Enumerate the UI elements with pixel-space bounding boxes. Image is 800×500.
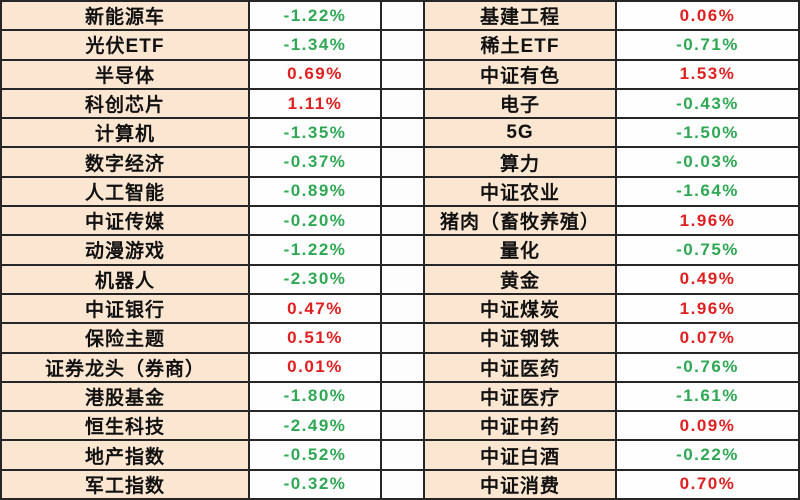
sector-name-cell-right: 基建工程 <box>425 2 615 30</box>
change-value-cell-right: 1.96% <box>617 294 798 323</box>
sector-name-cell-right: 黄金 <box>425 265 615 293</box>
change-value-cell-right: 0.07% <box>617 324 798 352</box>
change-value-cell-right: -1.50% <box>617 119 798 147</box>
sector-name-cell-left: 恒生科技 <box>2 412 248 440</box>
sector-name-cell-right: 中证钢铁 <box>425 324 615 352</box>
sector-name-cell-left: 港股基金 <box>2 382 248 411</box>
change-value-cell-right: 1.53% <box>617 60 798 88</box>
sector-name-cell-left: 数字经济 <box>2 148 248 176</box>
change-value-cell-left: -0.20% <box>250 207 380 235</box>
sector-name-cell-left: 半导体 <box>2 60 248 88</box>
sector-name-cell-left: 动漫游戏 <box>2 236 248 264</box>
table-spacer-cell <box>382 324 423 352</box>
change-value-cell-left: -1.22% <box>250 236 380 264</box>
change-value-cell-left: -1.34% <box>250 31 380 59</box>
sector-name-cell-left: 证券龙头（券商） <box>2 353 248 381</box>
change-value-cell-left: -2.30% <box>250 265 380 293</box>
sector-name-cell-right: 5G <box>425 119 615 147</box>
change-value-cell-left: 0.51% <box>250 324 380 352</box>
table-spacer-cell <box>382 441 423 469</box>
sector-name-cell-right: 中证有色 <box>425 60 615 88</box>
sector-name-cell-right: 量化 <box>425 236 615 264</box>
sector-name-cell-left: 计算机 <box>2 119 248 147</box>
sector-name-cell-left: 地产指数 <box>2 441 248 469</box>
change-value-cell-right: -0.22% <box>617 441 798 469</box>
change-value-cell-left: -2.49% <box>250 412 380 440</box>
table-spacer-cell <box>382 177 423 206</box>
change-value-cell-left: -0.89% <box>250 177 380 206</box>
sector-name-cell-left: 保险主题 <box>2 324 248 352</box>
sector-name-cell-left: 科创芯片 <box>2 89 248 118</box>
change-value-cell-left: 0.47% <box>250 294 380 323</box>
change-value-cell-right: -1.61% <box>617 382 798 411</box>
table-spacer-cell <box>382 148 423 176</box>
change-value-cell-right: 0.49% <box>617 265 798 293</box>
table-spacer-cell <box>382 236 423 264</box>
change-value-cell-right: -1.64% <box>617 177 798 206</box>
change-value-cell-right: 1.96% <box>617 207 798 235</box>
change-value-cell-right: -0.76% <box>617 353 798 381</box>
sector-name-cell-left: 人工智能 <box>2 177 248 206</box>
change-value-cell-right: -0.03% <box>617 148 798 176</box>
table-spacer-cell <box>382 2 423 30</box>
change-value-cell-left: 0.01% <box>250 353 380 381</box>
change-value-cell-left: -0.52% <box>250 441 380 469</box>
sector-name-cell-right: 算力 <box>425 148 615 176</box>
change-value-cell-right: 0.06% <box>617 2 798 30</box>
change-value-cell-left: -1.22% <box>250 2 380 30</box>
sector-name-cell-right: 电子 <box>425 89 615 118</box>
change-value-cell-left: -1.35% <box>250 119 380 147</box>
change-value-cell-left: 0.69% <box>250 60 380 88</box>
sector-name-cell-right: 中证中药 <box>425 412 615 440</box>
sector-name-cell-right: 中证煤炭 <box>425 294 615 323</box>
table-spacer-cell <box>382 89 423 118</box>
change-value-cell-right: 0.09% <box>617 412 798 440</box>
table-spacer-cell <box>382 119 423 147</box>
table-spacer-cell <box>382 470 423 498</box>
sector-name-cell-left: 中证传媒 <box>2 207 248 235</box>
change-value-cell-right: -0.75% <box>617 236 798 264</box>
sector-name-cell-left: 中证银行 <box>2 294 248 323</box>
change-value-cell-right: 0.70% <box>617 470 798 498</box>
sector-name-cell-left: 新能源车 <box>2 2 248 30</box>
sector-name-cell-right: 中证白酒 <box>425 441 615 469</box>
table-spacer-cell <box>382 382 423 411</box>
sector-name-cell-left: 机器人 <box>2 265 248 293</box>
sector-name-cell-left: 光伏ETF <box>2 31 248 59</box>
table-spacer-cell <box>382 60 423 88</box>
table-spacer-cell <box>382 31 423 59</box>
change-value-cell-right: -0.43% <box>617 89 798 118</box>
table-spacer-cell <box>382 265 423 293</box>
sector-name-cell-right: 稀土ETF <box>425 31 615 59</box>
sector-name-cell-right: 猪肉（畜牧养殖） <box>425 207 615 235</box>
sector-name-cell-left: 军工指数 <box>2 470 248 498</box>
change-value-cell-right: -0.71% <box>617 31 798 59</box>
change-value-cell-left: -0.37% <box>250 148 380 176</box>
table-spacer-cell <box>382 353 423 381</box>
sector-name-cell-right: 中证农业 <box>425 177 615 206</box>
sector-name-cell-right: 中证医疗 <box>425 382 615 411</box>
table-spacer-cell <box>382 294 423 323</box>
sector-name-cell-right: 中证消费 <box>425 470 615 498</box>
change-value-cell-left: 1.11% <box>250 89 380 118</box>
change-value-cell-left: -1.80% <box>250 382 380 411</box>
table-spacer-cell <box>382 207 423 235</box>
table-spacer-cell <box>382 412 423 440</box>
change-value-cell-left: -0.32% <box>250 470 380 498</box>
sector-name-cell-right: 中证医药 <box>425 353 615 381</box>
